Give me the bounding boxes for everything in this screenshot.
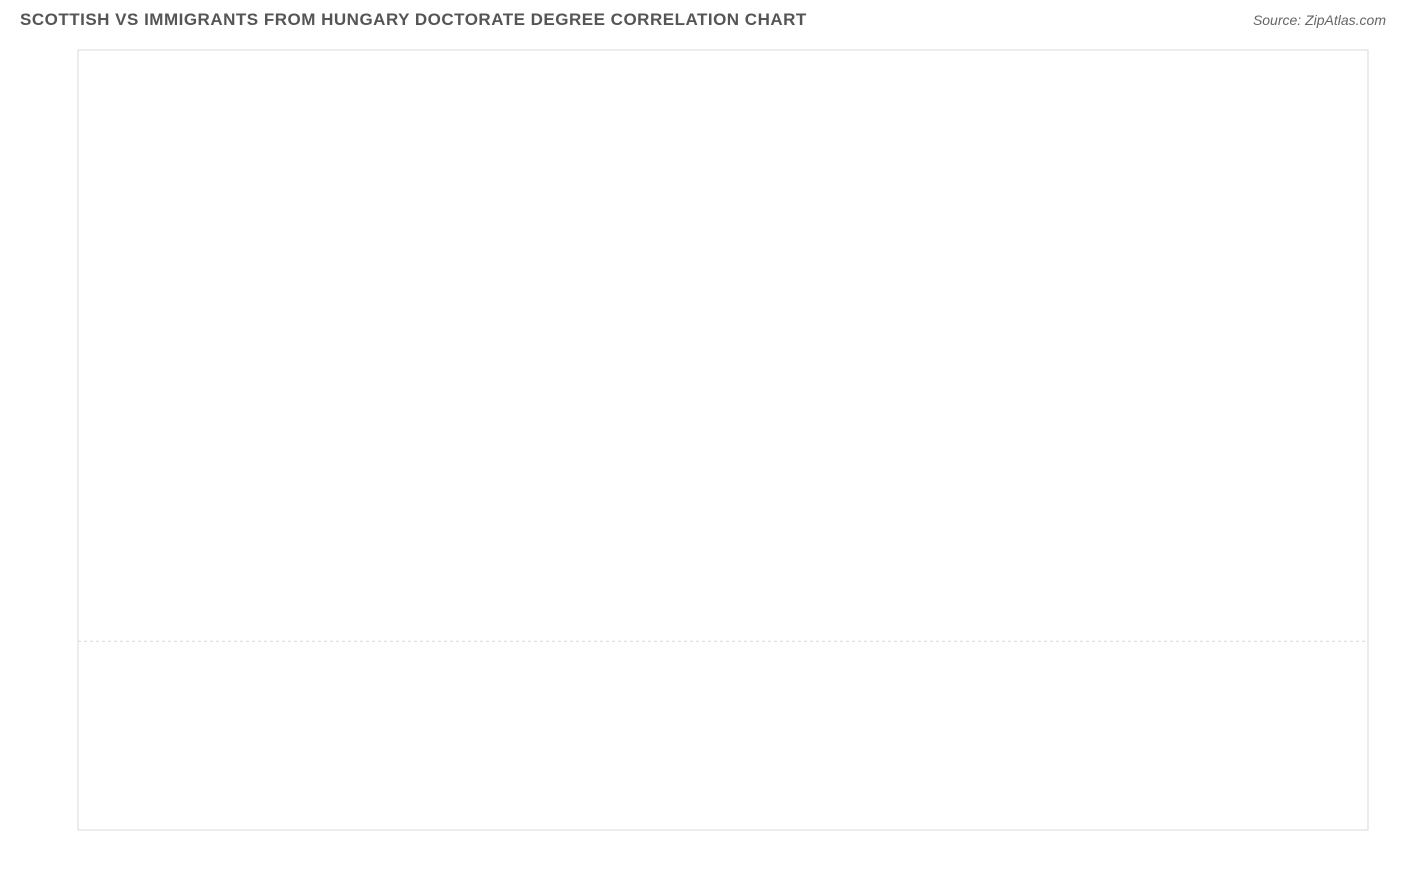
source-name: ZipAtlas.com (1305, 12, 1386, 28)
chart-title: SCOTTISH VS IMMIGRANTS FROM HUNGARY DOCT… (20, 10, 807, 30)
source-attribution: Source: ZipAtlas.com (1253, 12, 1386, 28)
source-label: Source: (1253, 12, 1301, 28)
chart-container (20, 40, 1386, 872)
scatter-chart (20, 40, 1386, 872)
